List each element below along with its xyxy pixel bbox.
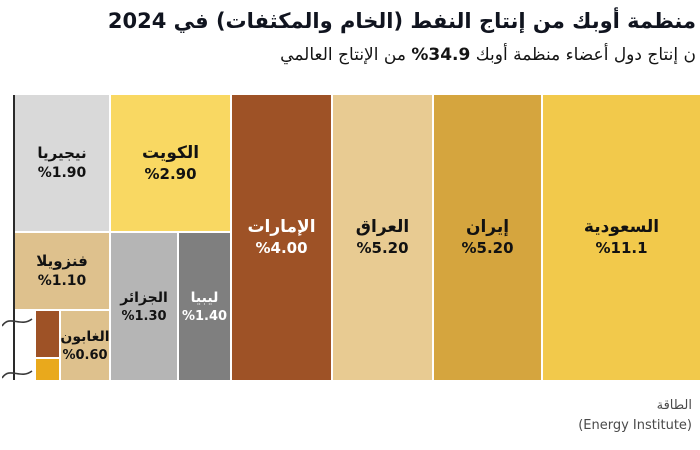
country-share: %1.40 xyxy=(181,308,228,324)
country-label: السعودية xyxy=(583,217,660,237)
treemap-block-nigeria: نيجيريا %1.90 xyxy=(15,95,109,231)
country-share: %2.90 xyxy=(144,164,197,183)
country-share: %5.20 xyxy=(356,239,409,257)
country-share: %0.60 xyxy=(62,347,108,363)
callout-curve-icon xyxy=(2,318,33,327)
treemap-block-kuwait: الكويت %2.90 xyxy=(111,95,230,231)
treemap-block-small-unlabeled-2 xyxy=(36,359,59,380)
country-label: الغابون xyxy=(60,328,110,345)
country-share: %11.1 xyxy=(595,239,648,257)
subtitle-text-prefix: ن إنتاج دول أعضاء منظمة أوبك xyxy=(470,45,696,65)
country-share: %5.20 xyxy=(461,239,514,257)
treemap-block-iran: إيران %5.20 xyxy=(434,95,541,380)
source-note: الطاقة (Energy Institute) xyxy=(578,396,692,435)
treemap-block-gabon: الغابون %0.60 xyxy=(60,311,110,380)
chart-title: منظمة أوبك من إنتاج النفط (الخام والمكثف… xyxy=(107,9,696,33)
country-label: ليبيا xyxy=(190,289,219,306)
country-label: الجزائر xyxy=(120,289,168,306)
treemap-block-libya: ليبيا %1.40 xyxy=(179,233,230,380)
country-label: إيران xyxy=(465,217,510,237)
country-share: %1.10 xyxy=(37,273,87,289)
treemap-block-small-unlabeled-1 xyxy=(36,311,59,357)
source-line-arabic: الطاقة xyxy=(656,398,692,413)
treemap-block-algeria: الجزائر %1.30 xyxy=(111,233,177,380)
callout-curve-icon xyxy=(2,370,33,379)
country-label: العراق xyxy=(355,217,410,237)
treemap-block-saudi-arabia: السعودية %11.1 xyxy=(543,95,700,380)
chart-subtitle: ن إنتاج دول أعضاء منظمة أوبك %34.9 من ال… xyxy=(280,45,696,65)
source-line-english: (Energy Institute) xyxy=(578,417,692,433)
country-share: %1.30 xyxy=(121,308,167,324)
country-label: نيجيريا xyxy=(37,144,87,162)
treemap-block-uae: الإمارات %4.00 xyxy=(232,95,331,380)
country-label: فنزويلا xyxy=(36,252,88,270)
treemap-block-iraq: العراق %5.20 xyxy=(333,95,432,380)
country-share: %4.00 xyxy=(255,239,308,257)
subtitle-highlight-percent: %34.9 xyxy=(411,45,471,65)
treemap-left-frame-line xyxy=(13,95,15,380)
country-label: الإمارات xyxy=(247,217,316,237)
subtitle-text-suffix: من الإنتاج العالمي xyxy=(280,45,412,65)
country-share: %1.90 xyxy=(37,165,87,181)
treemap-block-venezuela: فنزويلا %1.10 xyxy=(15,233,109,309)
country-label: الكويت xyxy=(141,142,200,163)
